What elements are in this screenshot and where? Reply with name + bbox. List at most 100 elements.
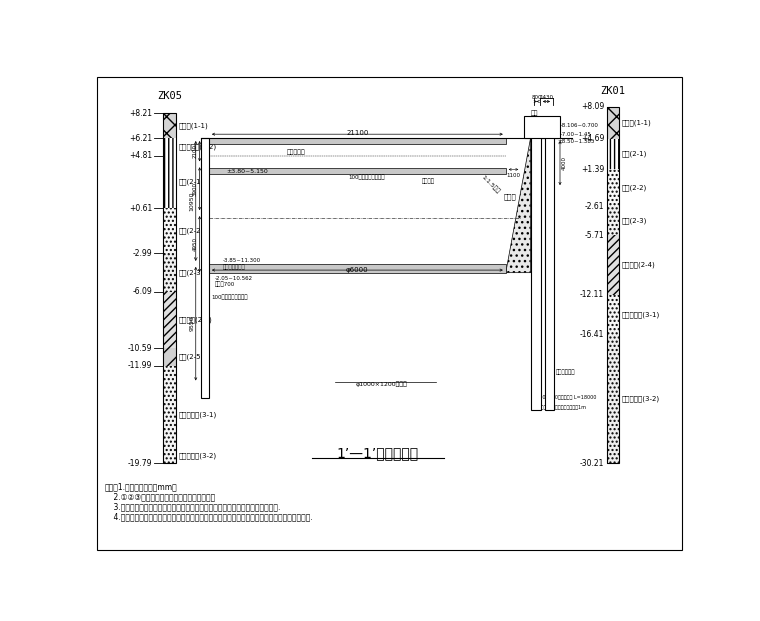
Text: ZK05: ZK05	[157, 91, 182, 101]
Text: 3900: 3900	[193, 182, 198, 196]
Text: 2.①②③符号为绝对标高，其余为相对标高；: 2.①②③符号为绝对标高，其余为相对标高；	[104, 492, 216, 501]
Text: +1.39: +1.39	[581, 165, 604, 174]
Bar	[163, 366, 176, 463]
Text: 地下室地面标高: 地下室地面标高	[223, 265, 245, 270]
Text: 杂填土(1-1): 杂填土(1-1)	[179, 122, 208, 129]
Bar	[606, 138, 619, 170]
Text: 中风化泥岩(3-2): 中风化泥岩(3-2)	[622, 396, 660, 402]
Bar	[163, 113, 176, 138]
Bar	[606, 107, 619, 138]
Text: 中沙(2-3): 中沙(2-3)	[622, 217, 648, 224]
Bar	[163, 348, 176, 366]
Bar	[163, 138, 176, 156]
Text: ±8.50~1.385: ±8.50~1.385	[558, 140, 595, 145]
Text: 全风化泥岩(3-1): 全风化泥岩(3-1)	[179, 411, 217, 418]
Text: -5.71: -5.71	[584, 231, 604, 240]
Text: 淤塘土(1-1): 淤塘土(1-1)	[622, 119, 652, 126]
Text: 说明：1.图中尺寸单位为mm；: 说明：1.图中尺寸单位为mm；	[104, 482, 177, 491]
Bar	[606, 107, 619, 463]
Text: 细沙(2-2): 细沙(2-2)	[622, 184, 648, 191]
Bar	[209, 138, 505, 145]
Text: +6.21: +6.21	[129, 134, 152, 143]
Text: 100厘米混凝土地板层: 100厘米混凝土地板层	[211, 294, 248, 300]
Text: 底板厉700: 底板厉700	[215, 282, 236, 288]
Text: 素填土: 素填土	[503, 194, 516, 201]
Text: -2.61: -2.61	[584, 202, 604, 211]
Bar	[606, 235, 619, 295]
Text: +0.61: +0.61	[129, 204, 152, 212]
Text: 1100: 1100	[506, 173, 521, 178]
Text: -2.05~10.562: -2.05~10.562	[215, 276, 253, 281]
Bar	[606, 107, 619, 138]
Text: +8.09: +8.09	[581, 102, 604, 111]
Text: 4000: 4000	[562, 156, 566, 170]
Bar	[606, 235, 619, 295]
Text: 3.地面下方返填时应将已洒水地面压实回善，挪动部分基堂检测计算有效度要求.: 3.地面下方返填时应将已洒水地面压实回善，挪动部分基堂检测计算有效度要求.	[104, 502, 280, 511]
Text: 一层地面: 一层地面	[422, 178, 435, 184]
Bar	[163, 366, 176, 463]
Bar	[163, 138, 176, 156]
Bar	[163, 253, 176, 292]
Text: -12.11: -12.11	[580, 291, 604, 299]
Text: -19.79: -19.79	[128, 459, 152, 468]
Text: +4.81: +4.81	[129, 151, 152, 160]
Bar	[544, 122, 554, 410]
Bar	[530, 122, 540, 410]
Bar	[524, 116, 560, 138]
Text: 亚粘组合土(1-2): 亚粘组合土(1-2)	[179, 143, 217, 150]
Bar	[606, 138, 619, 170]
Text: -30.21: -30.21	[580, 459, 604, 468]
Text: ±3.80~5.150: ±3.80~5.150	[226, 170, 268, 175]
Text: φ6000: φ6000	[346, 267, 369, 273]
Bar	[201, 138, 209, 397]
Bar	[163, 292, 176, 348]
Text: -2.99: -2.99	[133, 248, 152, 258]
Text: -3.85~11.300: -3.85~11.300	[223, 258, 261, 263]
Bar	[209, 264, 505, 273]
Bar	[163, 156, 176, 208]
Text: 100厘米混凝土地板层: 100厘米混凝土地板层	[348, 174, 385, 179]
Text: 2100: 2100	[193, 144, 198, 158]
Text: 4950: 4950	[193, 237, 198, 251]
Bar	[163, 113, 176, 463]
Bar	[606, 335, 619, 463]
Text: +7.00~1.45: +7.00~1.45	[558, 132, 591, 137]
Bar	[163, 208, 176, 253]
Text: 细沙(2-2): 细沙(2-2)	[179, 227, 204, 234]
Text: 混凝土地板: 混凝土地板	[287, 149, 306, 155]
Text: -11.99: -11.99	[128, 361, 152, 370]
Text: 10950: 10950	[189, 191, 195, 211]
Text: 4.地面未回冕前，严禁大面积一次开挟，应注意对大雨天气处理，避免对基块安全产生不利影响.: 4.地面未回冕前，严禁大面积一次开挟，应注意对大雨天气处理，避免对基块安全产生不…	[104, 512, 313, 521]
Text: 1:1.5素填: 1:1.5素填	[480, 175, 500, 194]
Bar	[606, 295, 619, 335]
Text: φ1000×1200筜血橩: φ1000×1200筜血橩	[356, 382, 407, 388]
Bar	[606, 295, 619, 335]
Polygon shape	[505, 138, 530, 273]
Text: +8.106~0.700: +8.106~0.700	[558, 123, 599, 128]
Text: -10.59: -10.59	[128, 344, 152, 353]
Bar	[163, 253, 176, 292]
Text: 9550: 9550	[189, 316, 195, 332]
Bar	[606, 170, 619, 206]
Text: 100尺导20型頲筒更
φ600×250顧杠柱: 100尺导20型頲筒更 φ600×250顧杠柱	[525, 124, 560, 135]
Text: 刀樾: 刀樾	[530, 111, 538, 116]
Text: 粘土(2-5): 粘土(2-5)	[179, 354, 204, 360]
Text: 1’—1’区段剪面图: 1’—1’区段剪面图	[337, 446, 419, 460]
Text: 淤沙(2-1): 淤沙(2-1)	[179, 178, 204, 185]
Text: 淤沙(2-1): 淤沙(2-1)	[622, 150, 648, 157]
Bar	[163, 156, 176, 208]
Text: 淤泥质土(2-4): 淤泥质土(2-4)	[179, 317, 213, 324]
Text: 全风化泥岩(3-1): 全风化泥岩(3-1)	[622, 312, 660, 318]
Text: 淤泥质土(2-4): 淤泥质土(2-4)	[622, 262, 656, 268]
Text: -16.41: -16.41	[580, 330, 604, 340]
Text: φ800φ600高压旗形桔 L=18000: φ800φ600高压旗形桔 L=18000	[533, 395, 597, 400]
Bar	[606, 206, 619, 235]
Text: 互管脚杆内层，进水层入层单不小于1m: 互管脚杆内层，进水层入层单不小于1m	[533, 405, 587, 410]
Bar	[209, 168, 505, 175]
Bar	[606, 206, 619, 235]
Bar	[163, 348, 176, 366]
Text: +4.69: +4.69	[581, 134, 604, 143]
Bar	[606, 335, 619, 463]
Bar	[163, 292, 176, 348]
Bar	[606, 170, 619, 206]
